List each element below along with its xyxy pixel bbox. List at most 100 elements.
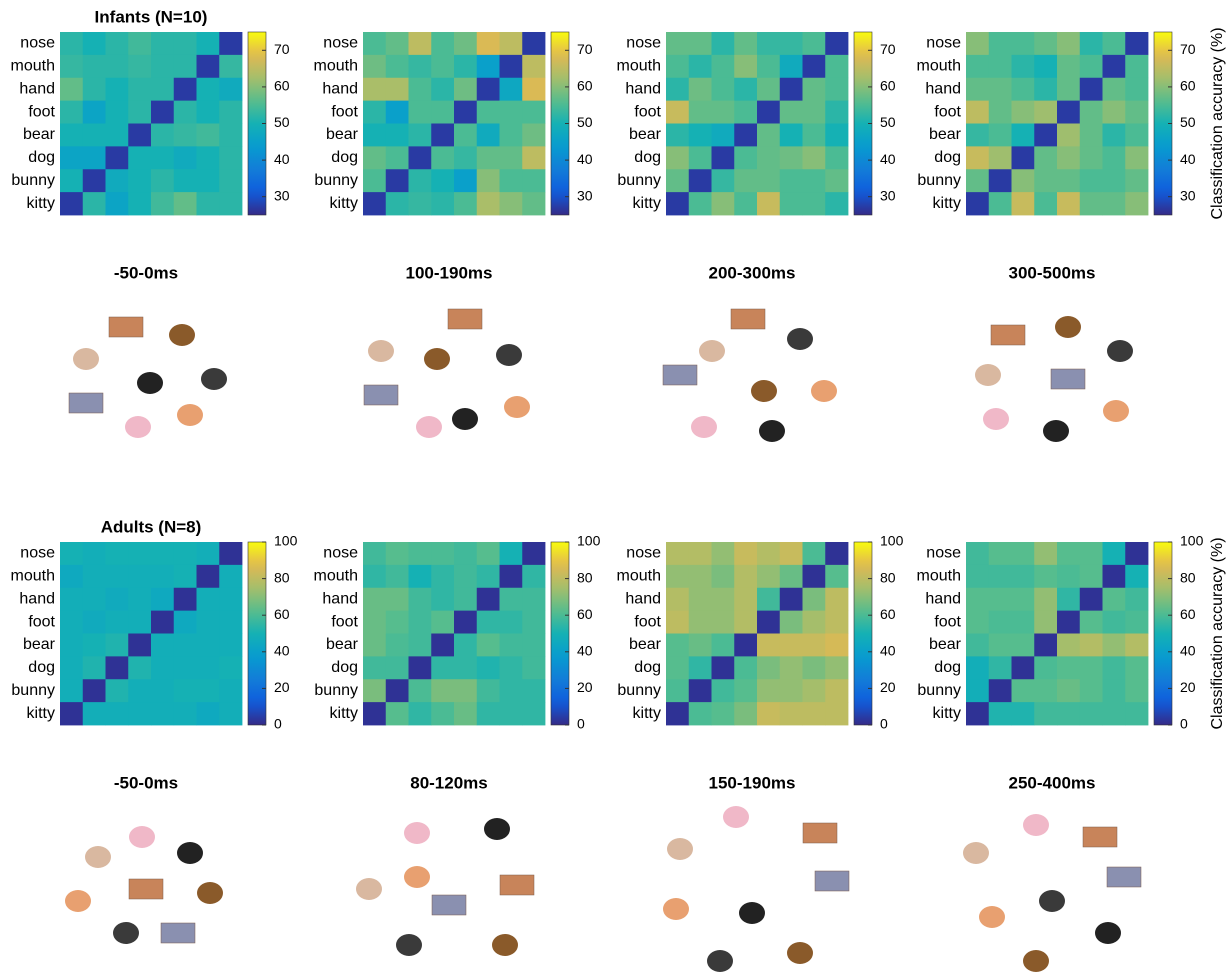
- heatmap-cell: [128, 100, 152, 124]
- mds-icon: [177, 842, 203, 864]
- row-label: nose: [926, 35, 961, 52]
- heatmap-cell: [173, 123, 197, 147]
- mds-icon: [691, 416, 717, 438]
- heatmap-cell: [431, 32, 455, 56]
- heatmap-cell: [802, 123, 826, 147]
- heatmap-cell: [522, 702, 546, 726]
- mds-icon: [169, 324, 195, 346]
- heatmap-cell: [454, 656, 478, 680]
- heatmap-cell: [60, 100, 84, 124]
- heatmap-cell: [779, 564, 803, 589]
- mds-icon: [963, 842, 989, 864]
- mds-icon: [424, 348, 450, 370]
- heatmap-cell: [173, 542, 197, 566]
- heatmap-cell: [60, 32, 84, 56]
- heatmap-cell: [363, 702, 387, 726]
- colorbar-tick-label: 20: [880, 679, 896, 695]
- heatmap-cell: [966, 146, 990, 170]
- heatmap-cell: [688, 633, 712, 657]
- heatmap-cell: [105, 702, 129, 726]
- heatmap-cell: [105, 77, 129, 102]
- heatmap-cell: [779, 656, 803, 680]
- heatmap-cell: [219, 702, 243, 726]
- mds-icon: [113, 922, 139, 944]
- heatmap-cell: [499, 169, 523, 193]
- heatmap-cell: [711, 100, 735, 124]
- heatmap-cell: [219, 679, 243, 703]
- heatmap-cell: [385, 100, 409, 124]
- heatmap-cell: [219, 192, 243, 216]
- heatmap-cell: [825, 610, 849, 634]
- heatmap-cell: [666, 610, 690, 634]
- heatmap-cell: [476, 100, 500, 124]
- heatmap-cell: [363, 587, 387, 612]
- heatmap-cell: [385, 54, 409, 79]
- heatmap-cell: [219, 169, 243, 193]
- mds-icon: [492, 934, 518, 956]
- heatmap-cell: [779, 192, 803, 216]
- heatmap-cell: [522, 587, 546, 612]
- heatmap-cell: [151, 587, 175, 612]
- heatmap-cell: [757, 77, 781, 102]
- heatmap-cell: [151, 679, 175, 703]
- heatmap-cell: [1057, 633, 1081, 657]
- mds-icon: [404, 822, 430, 844]
- heatmap-cell: [499, 100, 523, 124]
- heatmap-cell: [1125, 169, 1149, 193]
- heatmap-cell: [757, 564, 781, 589]
- mds-icon: [1103, 400, 1129, 422]
- row-label: bunny: [917, 682, 961, 699]
- row-label: mouth: [917, 568, 961, 585]
- heatmap-cell: [82, 100, 106, 124]
- heatmap-cell: [802, 587, 826, 612]
- mds-icon: [1095, 922, 1121, 944]
- heatmap-cell: [82, 123, 106, 147]
- heatmap-cell: [454, 702, 478, 726]
- heatmap-cell: [522, 123, 546, 147]
- colorbar-tick-label: 60: [577, 606, 593, 622]
- heatmap-cell: [1079, 146, 1103, 170]
- heatmap-cell: [385, 633, 409, 657]
- heatmap-cell: [105, 633, 129, 657]
- mds-icon: [125, 416, 151, 438]
- heatmap-cell: [128, 587, 152, 612]
- heatmap-cell: [499, 656, 523, 680]
- heatmap-cell: [802, 610, 826, 634]
- heatmap-cell: [454, 146, 478, 170]
- panel-title: -50-0ms: [114, 773, 178, 792]
- heatmap-cell: [1102, 146, 1126, 170]
- heatmap-cell: [1102, 564, 1126, 589]
- mds-icon: [979, 906, 1005, 928]
- heatmap-cell: [666, 702, 690, 726]
- heatmap-cell: [128, 192, 152, 216]
- heatmap-cell: [105, 610, 129, 634]
- heatmap-cell: [82, 679, 106, 703]
- heatmap-cell: [60, 564, 84, 589]
- heatmap-cell: [363, 169, 387, 193]
- heatmap-cell: [408, 679, 432, 703]
- heatmap-cell: [82, 702, 106, 726]
- heatmap-cell: [1079, 123, 1103, 147]
- heatmap-cell: [734, 633, 758, 657]
- heatmap-cell: [666, 146, 690, 170]
- heatmap-cell: [1057, 656, 1081, 680]
- heatmap-cell: [966, 77, 990, 102]
- heatmap-cell: [151, 564, 175, 589]
- heatmap-cell: [1102, 610, 1126, 634]
- row-label: nose: [926, 545, 961, 562]
- heatmap-cell: [734, 100, 758, 124]
- heatmap-cell: [60, 633, 84, 657]
- row-label: bunny: [314, 682, 358, 699]
- colorbar-tick-label: 100: [880, 533, 904, 549]
- heatmap-cell: [408, 542, 432, 566]
- heatmap-cell: [688, 610, 712, 634]
- heatmap-cell: [82, 587, 106, 612]
- heatmap-cell: [151, 146, 175, 170]
- heatmap-cell: [688, 169, 712, 193]
- heatmap-cell: [219, 77, 243, 102]
- heatmap-cell: [711, 702, 735, 726]
- heatmap-cell: [196, 123, 220, 147]
- heatmap-cell: [105, 564, 129, 589]
- row-label: bunny: [617, 172, 661, 189]
